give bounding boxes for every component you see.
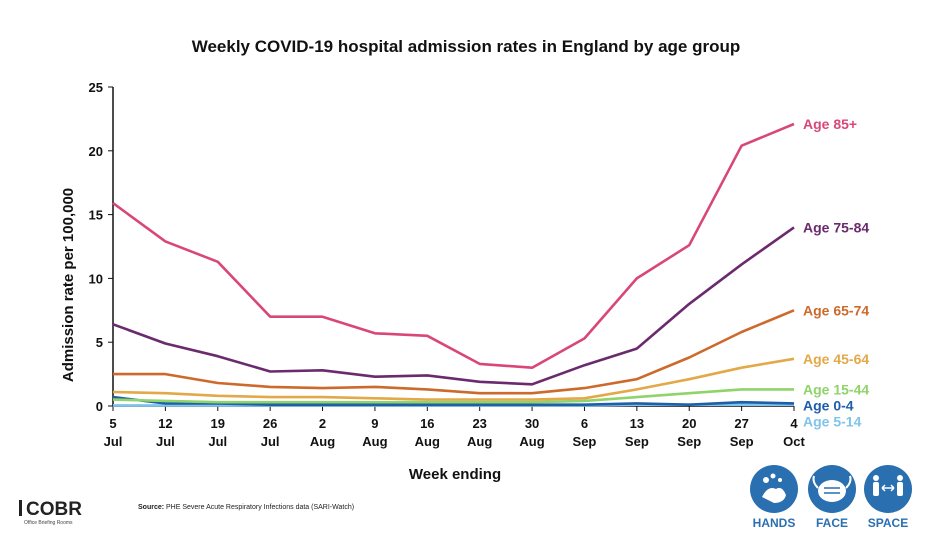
x-tick-day: 4 bbox=[790, 416, 798, 431]
guidance-badges: HANDS FACE SPACE bbox=[750, 465, 912, 530]
x-tick-month: Aug bbox=[310, 434, 335, 449]
source-text: PHE Severe Acute Respiratory Infections … bbox=[164, 504, 354, 511]
x-tick-day: 23 bbox=[472, 416, 486, 431]
series-label: Age 0-4 bbox=[803, 397, 854, 413]
x-tick-day: 9 bbox=[371, 416, 378, 431]
x-tick-month: Sep bbox=[573, 434, 597, 449]
source-prefix: Source: bbox=[138, 504, 164, 511]
social-distance-icon bbox=[864, 465, 912, 513]
series-label: Age 15-44 bbox=[803, 381, 869, 397]
x-tick-day: 27 bbox=[734, 416, 748, 431]
cobr-logo: COBR Office Briefing Rooms bbox=[19, 499, 82, 526]
x-tick-day: 20 bbox=[682, 416, 696, 431]
y-tick-label: 10 bbox=[89, 271, 103, 286]
logo-mark bbox=[19, 500, 22, 516]
series-line-age-85 bbox=[112, 122, 795, 370]
series-line-age-75-84 bbox=[112, 226, 795, 386]
series-labels: Age 85+ Age 75-84 Age 65-74 Age 45-64 Age 15… bbox=[803, 116, 869, 429]
x-tick-month: Jul bbox=[104, 434, 123, 449]
x-tick-month: Sep bbox=[625, 434, 649, 449]
space-badge: SPACE bbox=[864, 465, 912, 530]
x-tick-day: 19 bbox=[211, 416, 225, 431]
x-tick-month: Oct bbox=[783, 434, 805, 449]
x-tick-month: Aug bbox=[467, 434, 492, 449]
hands-label: HANDS bbox=[753, 516, 796, 530]
y-axis-title: Admission rate per 100,000 bbox=[60, 188, 77, 382]
x-tick-month: Sep bbox=[677, 434, 701, 449]
x-tick-day: 12 bbox=[158, 416, 172, 431]
series-line-age-45-64 bbox=[112, 357, 795, 401]
x-tick-month: Aug bbox=[415, 434, 440, 449]
hands-badge: HANDS bbox=[750, 465, 798, 530]
x-tick-month: Aug bbox=[362, 434, 387, 449]
x-tick-day: 16 bbox=[420, 416, 434, 431]
series-line-age-15-44 bbox=[112, 388, 794, 404]
x-tick-day: 2 bbox=[319, 416, 326, 431]
series-line-age-0-4 bbox=[112, 395, 795, 407]
y-tick-label: 20 bbox=[89, 144, 103, 159]
x-tick-month: Jul bbox=[208, 434, 227, 449]
y-tick-label: 5 bbox=[96, 335, 103, 350]
series-label: Age 85+ bbox=[803, 116, 857, 132]
logo-text: COBR bbox=[26, 499, 82, 520]
x-tick-month: Aug bbox=[519, 434, 544, 449]
y-axis-ticks: 0 5 10 15 20 25 bbox=[89, 80, 113, 414]
series-line-age-65-74 bbox=[113, 309, 795, 395]
y-tick-label: 25 bbox=[89, 80, 103, 95]
x-tick-month: Jul bbox=[261, 434, 280, 449]
series-label: Age 5-14 bbox=[803, 413, 862, 429]
source-note: Source: PHE Severe Acute Respiratory Inf… bbox=[138, 504, 354, 511]
x-tick-day: 26 bbox=[263, 416, 277, 431]
y-tick-label: 15 bbox=[89, 208, 103, 223]
x-tick-day: 6 bbox=[581, 416, 588, 431]
face-badge: FACE bbox=[808, 465, 856, 530]
logo-subtext: Office Briefing Rooms bbox=[24, 520, 73, 526]
series-lines bbox=[112, 122, 795, 407]
series-label: Age 65-74 bbox=[803, 302, 869, 318]
x-tick-day: 5 bbox=[109, 416, 116, 431]
x-tick-day: 13 bbox=[630, 416, 644, 431]
x-axis-title: Week ending bbox=[409, 466, 501, 483]
x-tick-month: Sep bbox=[730, 434, 754, 449]
x-tick-month: Jul bbox=[156, 434, 175, 449]
x-axis-ticks: 5 Jul 12 Jul 19 Jul 26 Jul 2 Aug 9 Aug 16 Aug 23 Aug 30 A… bbox=[104, 406, 806, 449]
y-tick-label: 0 bbox=[96, 399, 103, 414]
chart-title: Weekly COVID-19 hospital admission rates… bbox=[192, 37, 741, 56]
axes bbox=[112, 87, 794, 407]
series-label: Age 45-64 bbox=[803, 351, 869, 367]
x-tick-day: 30 bbox=[525, 416, 539, 431]
space-label: SPACE bbox=[868, 516, 908, 530]
series-label: Age 75-84 bbox=[803, 219, 869, 235]
face-label: FACE bbox=[816, 516, 848, 530]
